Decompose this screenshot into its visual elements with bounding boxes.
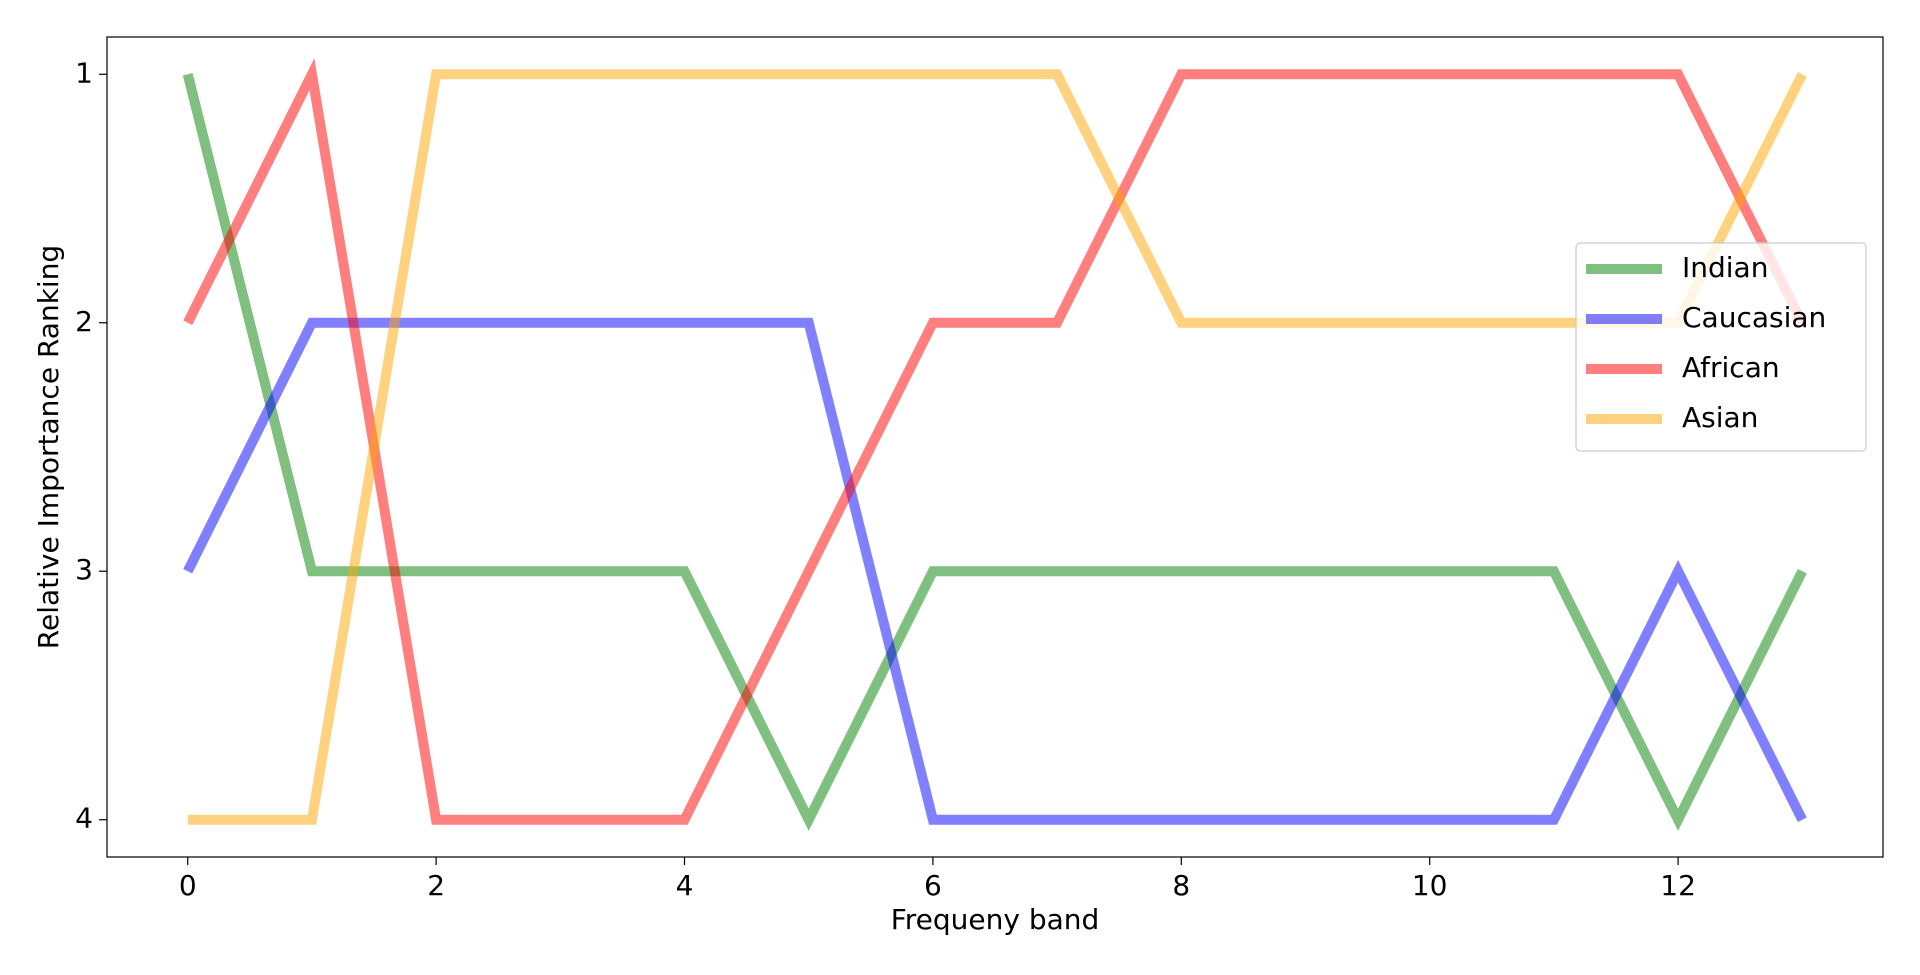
- x-tick-label: 6: [924, 869, 942, 902]
- y-tick-label: 4: [75, 802, 93, 835]
- x-tick-label: 2: [427, 869, 445, 902]
- x-tick-label: 4: [676, 869, 694, 902]
- series-line: [182, 73, 1807, 831]
- series-line: [183, 317, 1807, 825]
- legend-label: Asian: [1682, 401, 1758, 434]
- legend: Indian Caucasian African Asian: [1575, 242, 1867, 452]
- legend-label: African: [1682, 351, 1780, 384]
- x-tick-label: 0: [179, 869, 197, 902]
- y-tick-label: 2: [75, 305, 93, 338]
- y-axis-label: Relative Importance Ranking: [32, 245, 65, 649]
- x-axis-label: Frequeny band: [891, 903, 1100, 936]
- y-tick-label: 3: [75, 553, 93, 586]
- x-tick-label: 8: [1172, 869, 1190, 902]
- legend-label: Caucasian: [1682, 301, 1826, 334]
- x-tick-label: 10: [1412, 869, 1448, 902]
- y-tick-label: 1: [75, 56, 93, 89]
- plot-frame: [106, 36, 1884, 858]
- series-line: [187, 69, 1807, 825]
- series-line: [183, 58, 1807, 825]
- x-tick-label: 12: [1660, 869, 1696, 902]
- legend-frame: [1575, 242, 1867, 452]
- legend-label: Indian: [1682, 251, 1768, 284]
